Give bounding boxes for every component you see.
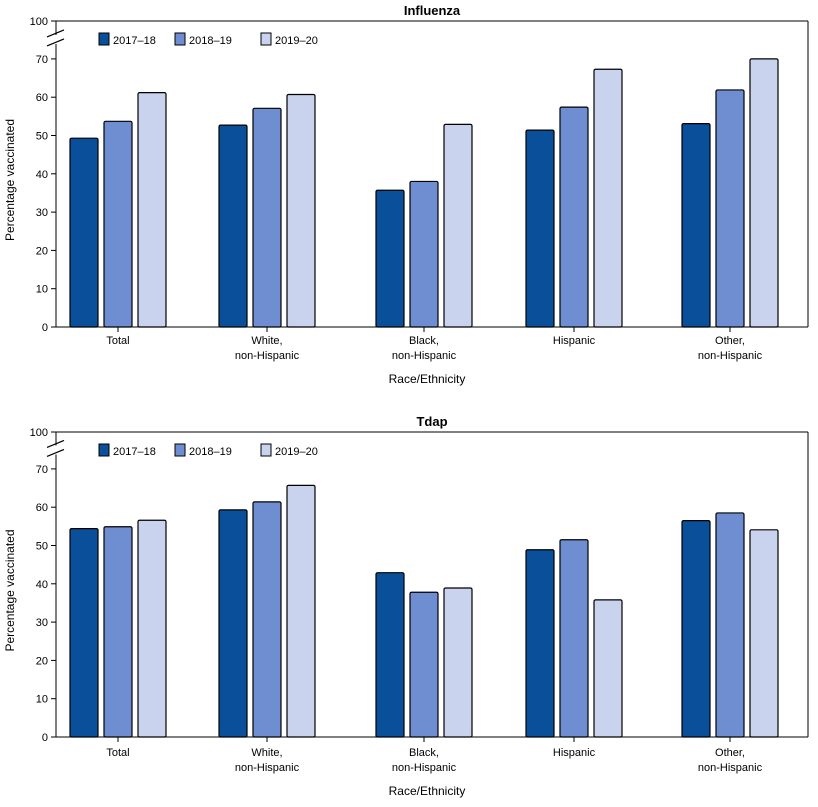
bar-2-2: [252, 501, 282, 738]
category-label: Other,: [715, 747, 745, 759]
bar-1-5: [681, 520, 711, 738]
bar-1-3: [375, 572, 405, 738]
chart-title: Tdap: [416, 414, 447, 429]
category-label: non-Hispanic: [392, 350, 457, 362]
y-tick-label: 10: [36, 694, 48, 706]
bar-2-5: [715, 89, 745, 328]
category-label: non-Hispanic: [235, 762, 300, 774]
bar-1-4: [525, 129, 555, 328]
bar-2-4: [559, 106, 589, 328]
bar-3-2: [286, 484, 316, 738]
bar-3-1: [137, 92, 167, 328]
y-tick-label: 60: [36, 92, 48, 104]
bar-3-4: [593, 599, 623, 738]
y-tick-label: 70: [36, 464, 48, 476]
y-tick-label: 50: [36, 541, 48, 553]
bar-1-5: [681, 123, 711, 328]
category-label: White,: [251, 335, 282, 347]
bar-2-3: [409, 180, 439, 328]
y-tick-label: 50: [36, 131, 48, 143]
y-tick-label: 40: [36, 579, 48, 591]
y-tick-label: 0: [42, 732, 48, 744]
category-label: White,: [251, 747, 282, 759]
category-label: Other,: [715, 335, 745, 347]
y-tick-label: 0: [42, 322, 48, 334]
y-axis-label: Percentage vaccinated: [3, 529, 17, 651]
bar-3-3: [443, 587, 473, 738]
bar-2-3: [409, 591, 439, 738]
bar-3-3: [443, 123, 473, 328]
bar-3-5: [749, 58, 779, 328]
legend-swatch: [98, 32, 110, 46]
bar-1-2: [218, 124, 248, 328]
y-tick-label: 100: [30, 427, 48, 439]
bar-1-1: [69, 137, 99, 328]
category-label: non-Hispanic: [392, 762, 457, 774]
bar-3-1: [137, 519, 167, 738]
y-tick-label: 30: [36, 617, 48, 629]
axis-break-mark: [46, 29, 65, 38]
chart-panel-1: Influenza 0 10 20 30 40 50 60 70 100 Percentage va…: [3, 3, 809, 386]
category-label: non-Hispanic: [698, 762, 763, 774]
legend-label: 2017–18: [113, 35, 156, 47]
legend-swatch: [98, 443, 110, 457]
y-tick-label: 10: [36, 284, 48, 296]
y-tick-label: 70: [36, 54, 48, 66]
axis-break-mark: [46, 439, 65, 449]
legend-swatch: [174, 32, 186, 46]
bar-3-4: [593, 68, 623, 328]
bar-1-4: [525, 549, 555, 738]
bar-2-2: [252, 107, 282, 328]
y-tick-label: 20: [36, 655, 48, 667]
y-tick-label: 30: [36, 207, 48, 219]
bar-3-2: [286, 93, 316, 328]
legend-label: 2017–18: [113, 446, 156, 458]
y-tick-label: 20: [36, 245, 48, 257]
bar-1-2: [218, 509, 248, 738]
legend-swatch: [260, 32, 272, 46]
bar-2-5: [715, 512, 745, 738]
y-axis-label: Percentage vaccinated: [3, 119, 17, 241]
chart-panel-2: Tdap 0 10 20 30 40 50 60 70 100 Percentage vaccina…: [3, 414, 809, 798]
legend-label: 2019–20: [275, 35, 318, 47]
x-axis-label: Race/Ethnicity: [389, 784, 466, 798]
bar-2-4: [559, 539, 589, 738]
legend-swatch: [260, 443, 272, 457]
y-tick-label: 40: [36, 169, 48, 181]
category-label: non-Hispanic: [235, 350, 300, 362]
category-label: non-Hispanic: [698, 350, 763, 362]
bar-1-3: [375, 189, 405, 328]
legend-label: 2018–19: [189, 35, 232, 47]
legend-swatch: [174, 443, 186, 457]
y-tick-label: 60: [36, 502, 48, 514]
category-label: Black,: [409, 747, 439, 759]
legend-label: 2019–20: [275, 446, 318, 458]
chart-title: Influenza: [404, 3, 461, 18]
axis-break-mark: [46, 448, 65, 458]
category-label: Hispanic: [553, 335, 596, 347]
category-label: Total: [106, 335, 129, 347]
x-axis-label: Race/Ethnicity: [389, 372, 466, 386]
bar-2-1: [103, 120, 133, 328]
bar-2-1: [103, 526, 133, 738]
axis-break-mark: [46, 38, 65, 47]
legend-label: 2018–19: [189, 446, 232, 458]
category-label: Hispanic: [553, 747, 596, 759]
bar-3-5: [749, 529, 779, 738]
category-label: Black,: [409, 335, 439, 347]
bar-1-1: [69, 528, 99, 738]
y-tick-label: 100: [30, 16, 48, 28]
category-label: Total: [106, 747, 129, 759]
